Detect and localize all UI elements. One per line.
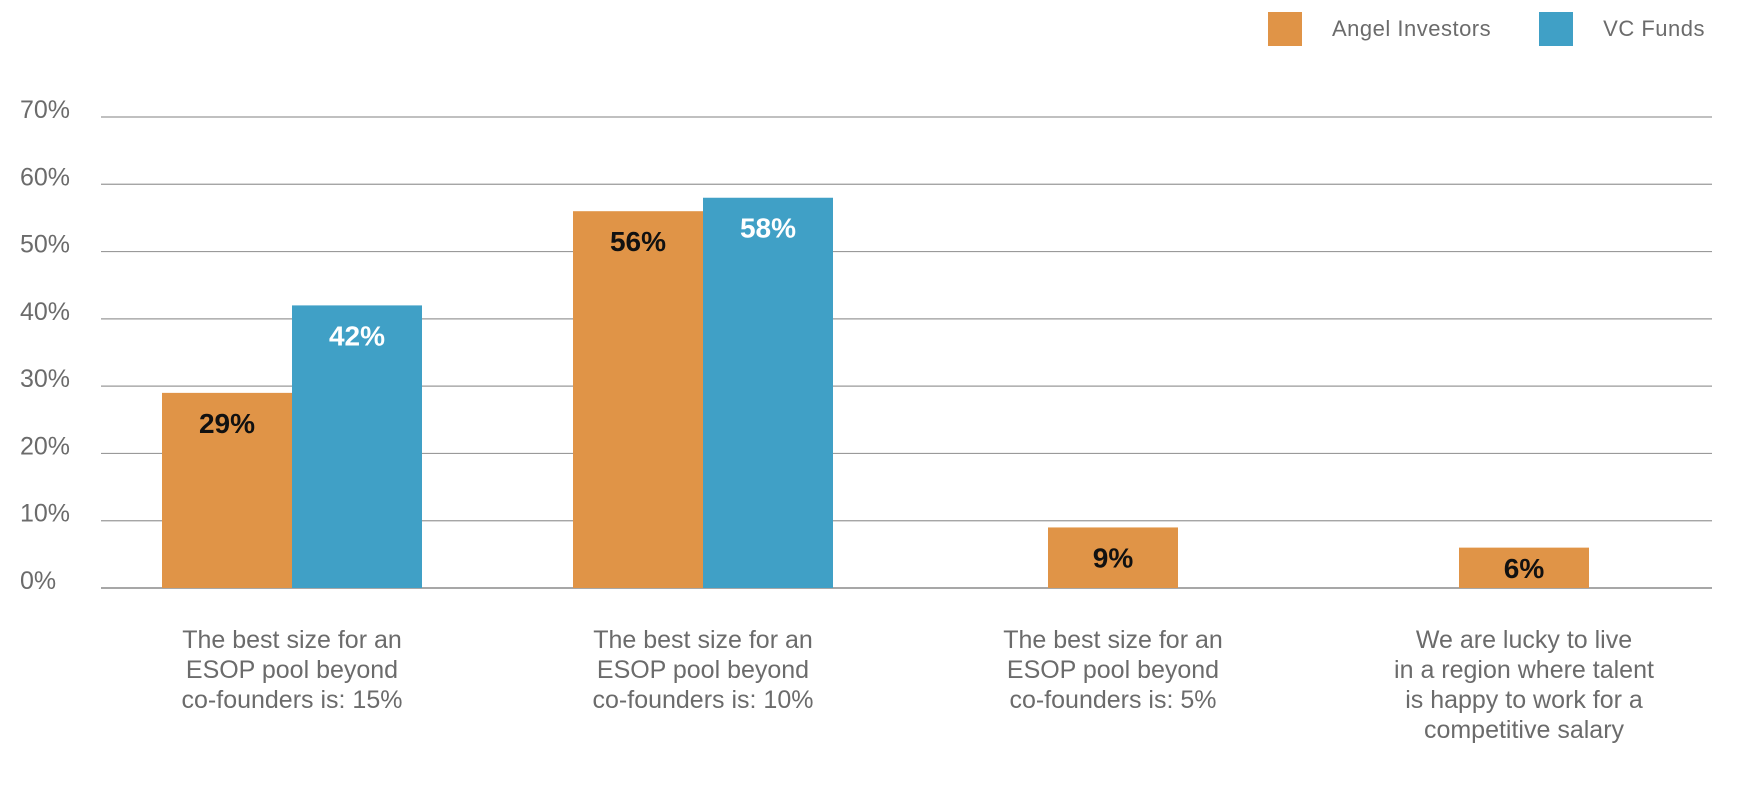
chart-legend: Angel Investors VC Funds bbox=[1268, 12, 1705, 46]
legend-swatch-vc-funds bbox=[1539, 12, 1574, 46]
bar bbox=[703, 197, 833, 588]
y-tick-label: 40% bbox=[20, 298, 70, 326]
y-tick-label: 0% bbox=[20, 567, 56, 595]
y-tick-label: 70% bbox=[20, 96, 70, 124]
x-tick-label-line: The best size for an bbox=[593, 626, 813, 654]
x-tick-label-line: The best size for an bbox=[1003, 626, 1223, 654]
legend-swatch-angel-investors bbox=[1268, 12, 1302, 46]
y-axis-ticks: 0% 10% 20% 30% 40% 50% 60% 70% bbox=[20, 96, 70, 595]
data-label: 56% bbox=[610, 226, 666, 257]
x-tick-label-line: We are lucky to live bbox=[1416, 626, 1632, 654]
y-tick-label: 10% bbox=[20, 500, 70, 528]
x-tick-label-line: co-founders is: 15% bbox=[182, 686, 403, 714]
y-tick-label: 50% bbox=[20, 231, 70, 259]
x-tick-label: The best size for an ESOP pool beyond co-f… bbox=[593, 626, 814, 714]
y-tick-label: 20% bbox=[20, 432, 70, 460]
bar bbox=[573, 211, 703, 588]
bar bbox=[1048, 527, 1178, 588]
legend-label-vc-funds: VC Funds bbox=[1603, 16, 1705, 41]
data-label: 58% bbox=[740, 213, 796, 244]
bar bbox=[162, 392, 292, 588]
x-tick-label-line: co-founders is: 10% bbox=[593, 686, 814, 714]
y-tick-label: 60% bbox=[20, 163, 70, 191]
x-tick-label-line: The best size for an bbox=[182, 626, 402, 654]
y-tick-label: 30% bbox=[20, 365, 70, 393]
x-axis-labels: The best size for an ESOP pool beyond co-f… bbox=[182, 626, 1654, 744]
x-tick-label-line: ESOP pool beyond bbox=[597, 656, 809, 684]
data-label: 42% bbox=[329, 320, 385, 351]
data-labels: 29% 42% 56% 58% 9% 6% bbox=[199, 213, 1544, 584]
legend-label-angel-investors: Angel Investors bbox=[1332, 16, 1492, 41]
x-tick-label-line: competitive salary bbox=[1424, 716, 1625, 744]
data-label: 6% bbox=[1504, 553, 1545, 584]
x-tick-label: The best size for an ESOP pool beyond co-f… bbox=[182, 626, 403, 714]
x-tick-label: We are lucky to live in a region where ta… bbox=[1394, 626, 1654, 744]
x-tick-label-line: ESOP pool beyond bbox=[1007, 656, 1219, 684]
bars bbox=[162, 197, 1589, 588]
x-tick-label-line: co-founders is: 5% bbox=[1009, 686, 1216, 714]
bar bbox=[1459, 547, 1589, 588]
bar bbox=[292, 305, 422, 588]
data-label: 29% bbox=[199, 408, 255, 439]
data-label: 9% bbox=[1093, 542, 1134, 573]
x-tick-label-line: is happy to work for a bbox=[1405, 686, 1643, 714]
legend-item-angel-investors: Angel Investors bbox=[1268, 12, 1491, 46]
legend-item-vc-funds: VC Funds bbox=[1539, 12, 1705, 46]
x-tick-label: The best size for an ESOP pool beyond co-f… bbox=[1003, 626, 1223, 714]
x-tick-label-line: in a region where talent bbox=[1394, 656, 1654, 684]
x-tick-label-line: ESOP pool beyond bbox=[186, 656, 398, 684]
